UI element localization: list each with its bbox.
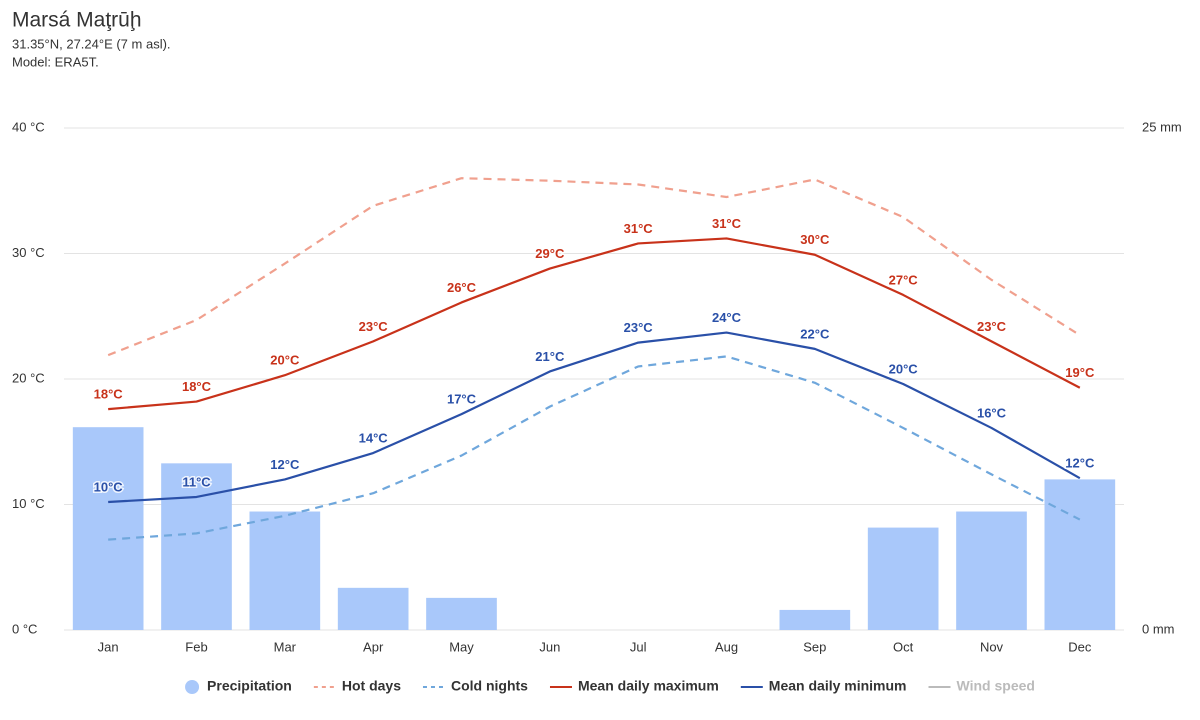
data-label: 26°C xyxy=(447,280,477,295)
data-label: 14°C xyxy=(359,430,389,445)
bar xyxy=(426,597,497,630)
data-label: 27°C xyxy=(889,272,919,287)
bar xyxy=(956,511,1027,630)
x-tick-label: Feb xyxy=(185,639,207,654)
bar xyxy=(1044,479,1116,630)
y-tick-label: 10 °C xyxy=(12,496,45,511)
data-label: 23°C xyxy=(977,319,1007,334)
data-label: 29°C xyxy=(535,246,565,261)
data-label: 23°C xyxy=(624,320,654,335)
x-tick-label: Oct xyxy=(893,639,914,654)
legend-item: Hot days xyxy=(313,678,401,694)
bar xyxy=(72,427,144,630)
bar xyxy=(779,609,851,630)
legend-label: Cold nights xyxy=(451,678,528,694)
chart-title: Marsá Maţrūḩ xyxy=(12,9,142,32)
legend-label: Wind speed xyxy=(957,678,1035,694)
x-tick-label: Apr xyxy=(363,639,384,654)
y-tick-label: 0 °C xyxy=(12,621,37,636)
bar xyxy=(249,511,321,630)
line xyxy=(108,355,1081,541)
data-label: 18°C xyxy=(94,387,124,402)
x-tick-label: Jan xyxy=(98,639,119,654)
data-label: 23°C xyxy=(359,319,389,334)
bar xyxy=(867,527,939,630)
data-label: 30°C xyxy=(800,232,830,247)
legend-item: Precipitation xyxy=(185,678,292,694)
data-label: 19°C xyxy=(1065,365,1095,380)
data-label: 18°C xyxy=(182,379,212,394)
data-label: 10°C xyxy=(94,479,124,494)
x-tick-label: Jul xyxy=(630,639,647,654)
data-label: 31°C xyxy=(624,221,654,236)
bar xyxy=(337,587,409,630)
legend-item: Mean daily maximum xyxy=(549,678,719,694)
chart-subtitle: 31.35°N, 27.24°E (7 m asl). xyxy=(12,36,171,51)
y-tick-label: 30 °C xyxy=(12,245,45,260)
data-label: 12°C xyxy=(270,457,300,472)
data-label: 16°C xyxy=(977,405,1007,420)
legend-item: Mean daily minimum xyxy=(740,678,907,694)
legend-item: Cold nights xyxy=(422,678,528,694)
line xyxy=(108,331,1081,504)
y-tick-label: 40 °C xyxy=(12,119,45,134)
legend-symbol xyxy=(185,680,200,694)
x-tick-label: Jun xyxy=(539,639,560,654)
x-tick-label: Sep xyxy=(803,639,826,654)
data-label: 11°C xyxy=(182,474,211,489)
data-label: 22°C xyxy=(800,326,830,341)
y-tick-label: 20 °C xyxy=(12,370,45,385)
data-label: 20°C xyxy=(889,361,919,376)
data-label: 31°C xyxy=(712,216,742,231)
y2-tick-label: 25 mm xyxy=(1142,119,1182,134)
x-tick-label: Dec xyxy=(1068,639,1092,654)
x-tick-label: Aug xyxy=(715,639,738,654)
x-tick-label: May xyxy=(449,639,474,654)
data-label: 17°C xyxy=(447,392,477,407)
x-tick-label: Nov xyxy=(980,639,1004,654)
data-label: 12°C xyxy=(1065,456,1095,471)
line xyxy=(107,177,1081,357)
legend-label: Hot days xyxy=(342,678,401,694)
bar xyxy=(161,463,232,630)
legend-label: Mean daily maximum xyxy=(578,678,719,694)
data-label: 21°C xyxy=(535,349,565,364)
data-label: 24°C xyxy=(712,310,742,325)
chart-subtitle: Model: ERA5T. xyxy=(12,54,99,69)
line xyxy=(108,237,1081,411)
legend-label: Mean daily minimum xyxy=(769,678,907,694)
y2-tick-label: 0 mm xyxy=(1142,621,1175,636)
legend-item: Wind speed xyxy=(928,678,1035,694)
legend-label: Precipitation xyxy=(207,678,292,694)
x-tick-label: Mar xyxy=(274,639,297,654)
data-label: 20°C xyxy=(270,353,300,368)
